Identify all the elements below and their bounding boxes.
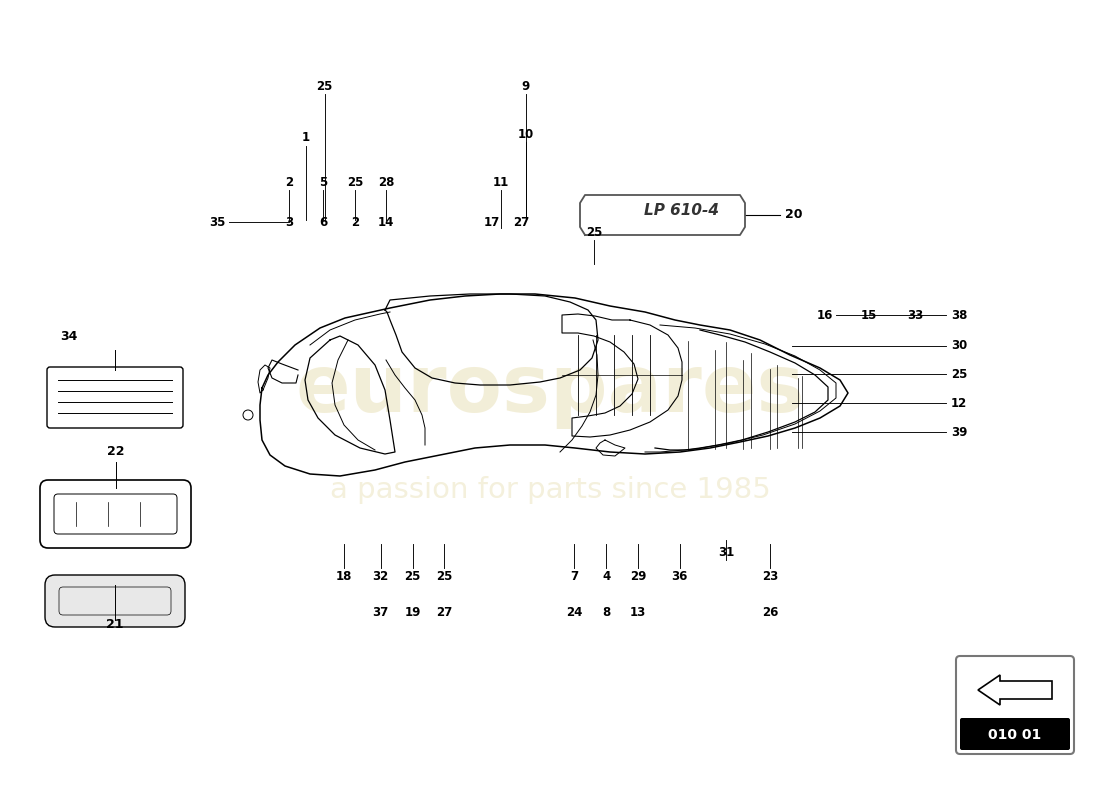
FancyBboxPatch shape [47,367,183,428]
FancyBboxPatch shape [960,718,1070,750]
Text: 34: 34 [60,330,77,343]
Text: 7: 7 [570,570,579,582]
Text: 13: 13 [630,606,646,618]
Text: 18: 18 [337,570,352,582]
Text: 24: 24 [566,606,582,618]
Text: 35: 35 [210,216,225,229]
Text: 6: 6 [319,216,328,229]
Text: 17: 17 [484,216,499,229]
Text: 10: 10 [518,128,534,141]
Text: 31: 31 [718,546,734,558]
Text: 23: 23 [762,570,778,582]
Text: LP 610-4: LP 610-4 [644,203,718,218]
Text: 39: 39 [952,426,967,438]
Text: 22: 22 [107,445,124,458]
Text: 38: 38 [952,309,967,322]
Text: 25: 25 [405,570,420,582]
Text: 16: 16 [817,309,833,322]
Text: 26: 26 [762,606,778,618]
Text: 28: 28 [378,176,394,189]
FancyArrow shape [978,675,1052,705]
Text: 37: 37 [373,606,388,618]
Text: 32: 32 [373,570,388,582]
Text: 30: 30 [952,339,967,352]
Text: 12: 12 [952,397,967,410]
Text: 27: 27 [437,606,452,618]
Text: 20: 20 [785,209,803,222]
Text: 33: 33 [908,309,923,322]
FancyBboxPatch shape [45,575,185,627]
Text: 21: 21 [107,618,123,631]
Text: 11: 11 [493,176,508,189]
Text: 19: 19 [405,606,420,618]
Text: 010 01: 010 01 [989,728,1042,742]
Text: 3: 3 [285,216,294,229]
Text: 25: 25 [586,226,602,238]
Text: 25: 25 [437,570,452,582]
Text: a passion for parts since 1985: a passion for parts since 1985 [330,476,770,504]
Text: 2: 2 [351,216,360,229]
Text: 15: 15 [861,309,877,322]
FancyBboxPatch shape [956,656,1074,754]
Text: 1: 1 [301,131,310,144]
Text: 9: 9 [521,80,530,93]
FancyBboxPatch shape [59,587,170,615]
Text: 25: 25 [348,176,363,189]
Text: 36: 36 [672,570,688,582]
Text: 4: 4 [602,570,610,582]
Text: eurospares: eurospares [295,351,805,429]
Text: 27: 27 [514,216,529,229]
Text: 25: 25 [317,80,332,93]
Text: 2: 2 [285,176,294,189]
Text: 25: 25 [952,368,967,381]
FancyBboxPatch shape [40,480,191,548]
Text: 8: 8 [602,606,610,618]
Text: 14: 14 [378,216,394,229]
FancyBboxPatch shape [54,494,177,534]
Text: 29: 29 [630,570,646,582]
Text: 5: 5 [319,176,328,189]
